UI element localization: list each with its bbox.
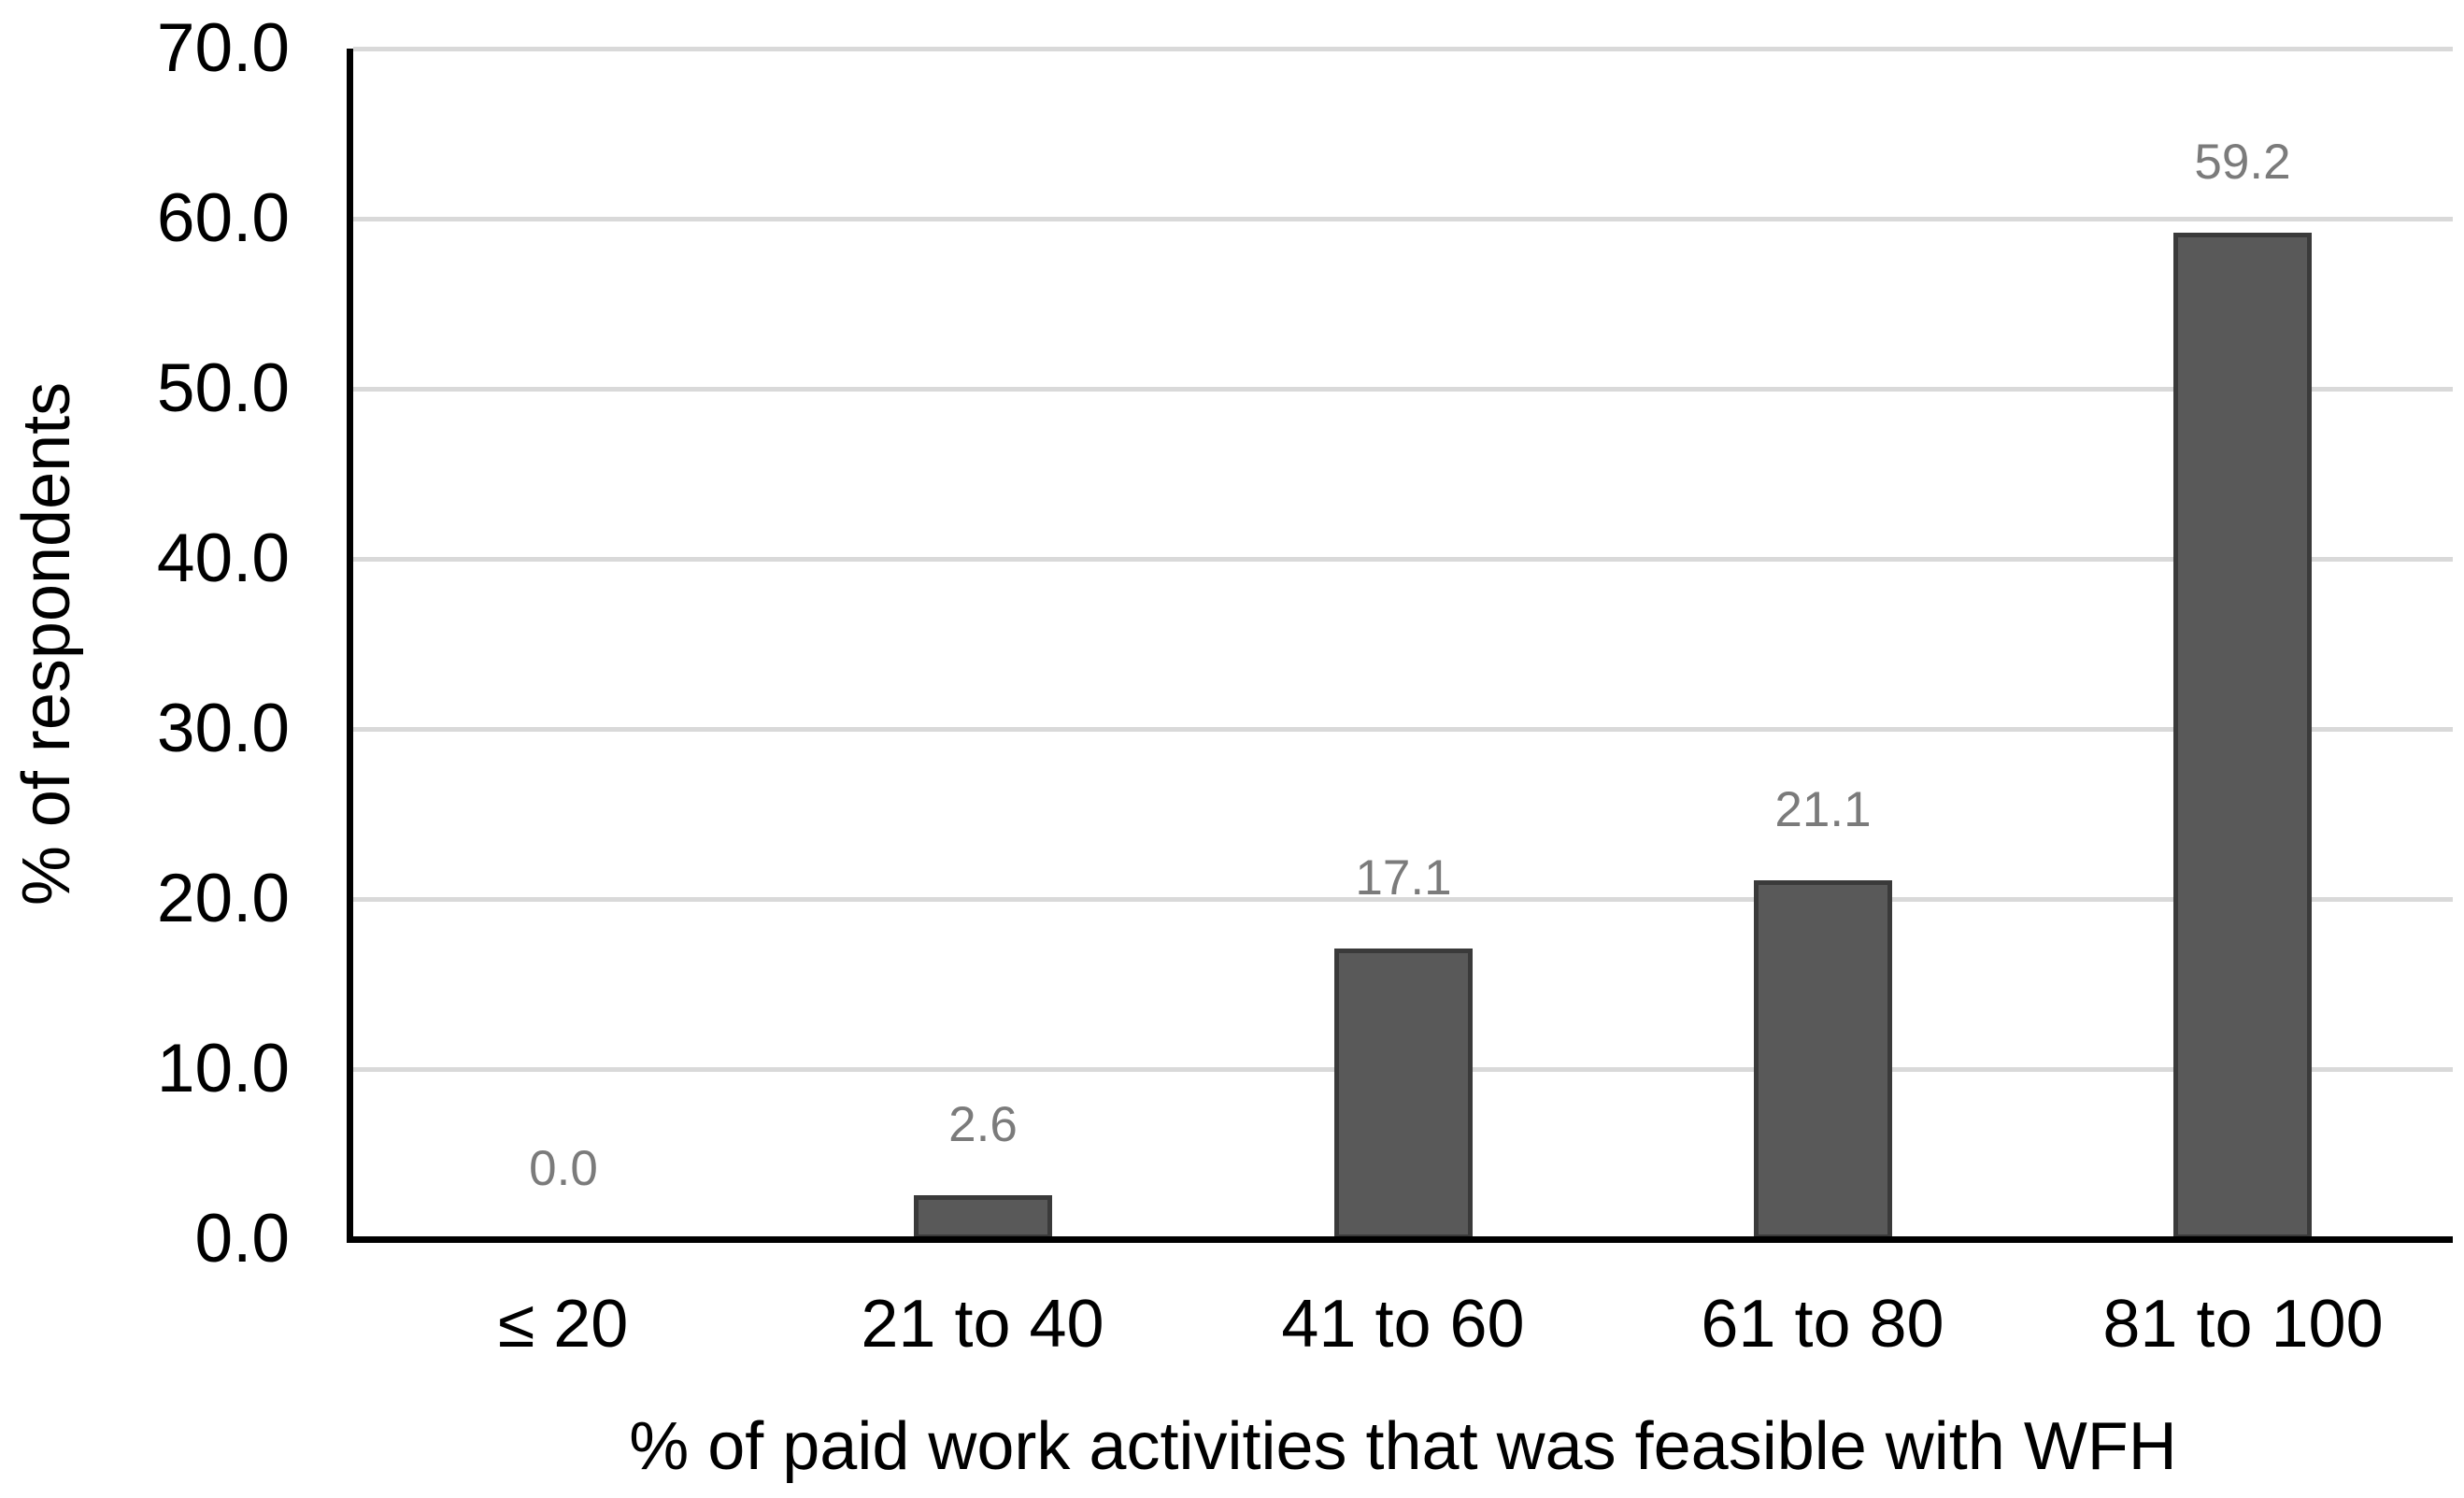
y-tick-label-20.0: 20.0 <box>156 861 290 936</box>
y-tick-label-50.0: 50.0 <box>156 350 290 426</box>
y-tick-label-10.0: 10.0 <box>156 1031 290 1106</box>
gridline-40.0 <box>353 556 2453 562</box>
bar-61 to 80 <box>1754 880 1892 1239</box>
y-axis-line <box>347 49 353 1243</box>
x-category-label-≤ 20: ≤ 20 <box>497 1287 629 1362</box>
y-tick-label-70.0: 70.0 <box>156 10 290 86</box>
y-tick-label-0.0: 0.0 <box>194 1201 290 1277</box>
bar-81 to 100 <box>2173 233 2312 1239</box>
bar-value-label-61 to 80: 21.1 <box>1774 782 1872 837</box>
gridline-20.0 <box>353 896 2453 902</box>
bar-41 to 60 <box>1334 949 1473 1239</box>
x-category-label-41 to 60: 41 to 60 <box>1281 1287 1525 1362</box>
y-tick-label-60.0: 60.0 <box>156 180 290 256</box>
gridline-60.0 <box>353 216 2453 221</box>
x-axis-line <box>347 1236 2453 1243</box>
gridline-30.0 <box>353 726 2453 732</box>
bar-value-label-81 to 100: 59.2 <box>2194 135 2291 190</box>
y-axis-title-container: % of respondents <box>0 49 93 1239</box>
bar-21 to 40 <box>914 1195 1052 1239</box>
y-tick-label-40.0: 40.0 <box>156 521 290 596</box>
gridline-50.0 <box>353 386 2453 392</box>
x-category-label-21 to 40: 21 to 40 <box>861 1287 1104 1362</box>
x-category-label-61 to 80: 61 to 80 <box>1701 1287 1944 1362</box>
y-axis-title: % of respondents <box>9 381 85 906</box>
gridline-70.0 <box>353 46 2453 51</box>
x-category-label-81 to 100: 81 to 100 <box>2102 1287 2384 1362</box>
bar-value-label-21 to 40: 2.6 <box>948 1097 1018 1152</box>
y-tick-label-30.0: 30.0 <box>156 691 290 766</box>
bar-value-label-≤ 20: 0.0 <box>529 1141 598 1196</box>
x-axis-title: % of paid work activities that was feasi… <box>629 1409 2177 1484</box>
bar-value-label-41 to 60: 17.1 <box>1355 850 1452 906</box>
